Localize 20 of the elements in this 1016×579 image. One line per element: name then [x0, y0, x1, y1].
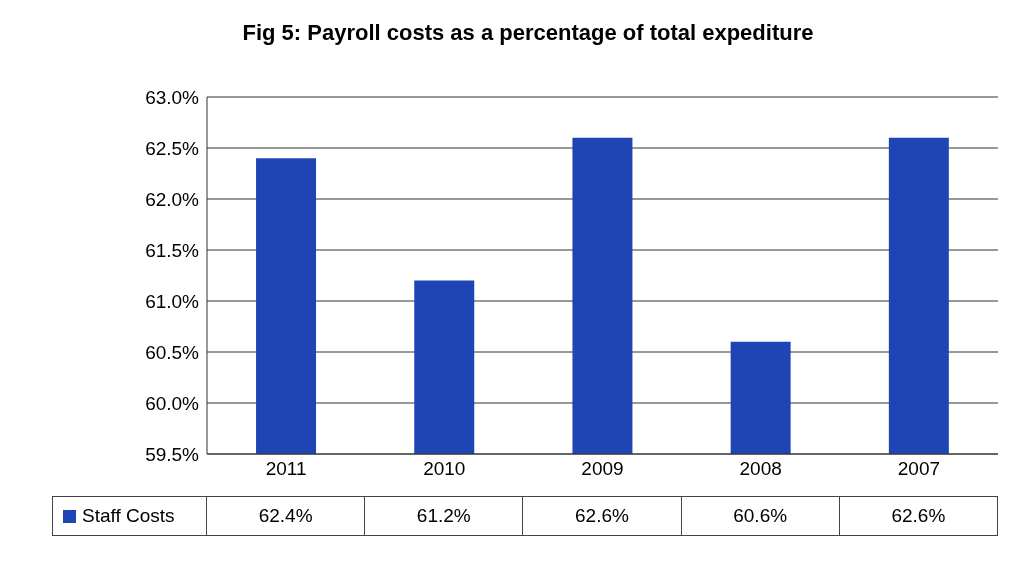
data-label: 62.6% [523, 496, 682, 536]
y-tick-label: 61.5% [145, 239, 200, 261]
x-tick-label: 2009 [581, 458, 624, 480]
x-tick-label: 2010 [423, 458, 466, 480]
y-tick-label: 61.0% [145, 290, 200, 312]
data-label: 62.4% [207, 496, 366, 536]
legend-label: Staff Costs [82, 505, 175, 527]
x-tick-label: 2011 [265, 458, 307, 480]
y-tick-label: 60.0% [145, 392, 200, 414]
y-tick-label: 59.5% [145, 443, 200, 465]
chart-title: Fig 5: Payroll costs as a percentage of total expediture [241, 19, 815, 47]
y-tick-label: 63.0% [145, 86, 200, 108]
x-tick-label: 2008 [739, 458, 782, 480]
y-tick-label: 62.0% [145, 188, 200, 210]
data-label: 60.6% [681, 496, 840, 536]
data-label: 61.2% [365, 496, 524, 536]
y-tick-label: 60.5% [145, 341, 200, 363]
x-tick-label: 2007 [897, 458, 941, 480]
y-tick-label: 62.5% [145, 137, 200, 159]
data-label: 62.6% [839, 496, 998, 536]
